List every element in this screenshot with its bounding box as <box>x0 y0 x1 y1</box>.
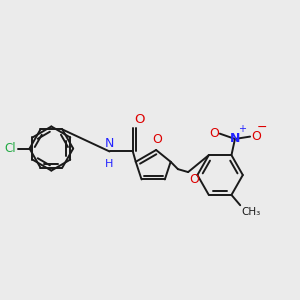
Text: O: O <box>251 130 261 143</box>
Text: −: − <box>256 121 267 134</box>
Text: Cl: Cl <box>5 142 16 155</box>
Text: H: H <box>105 159 114 169</box>
Text: N: N <box>230 132 240 146</box>
Text: N: N <box>105 137 114 150</box>
Text: CH₃: CH₃ <box>241 207 260 217</box>
Text: O: O <box>189 173 199 186</box>
Text: O: O <box>134 113 145 126</box>
Text: +: + <box>238 124 246 134</box>
Text: O: O <box>152 134 162 146</box>
Text: O: O <box>209 127 219 140</box>
